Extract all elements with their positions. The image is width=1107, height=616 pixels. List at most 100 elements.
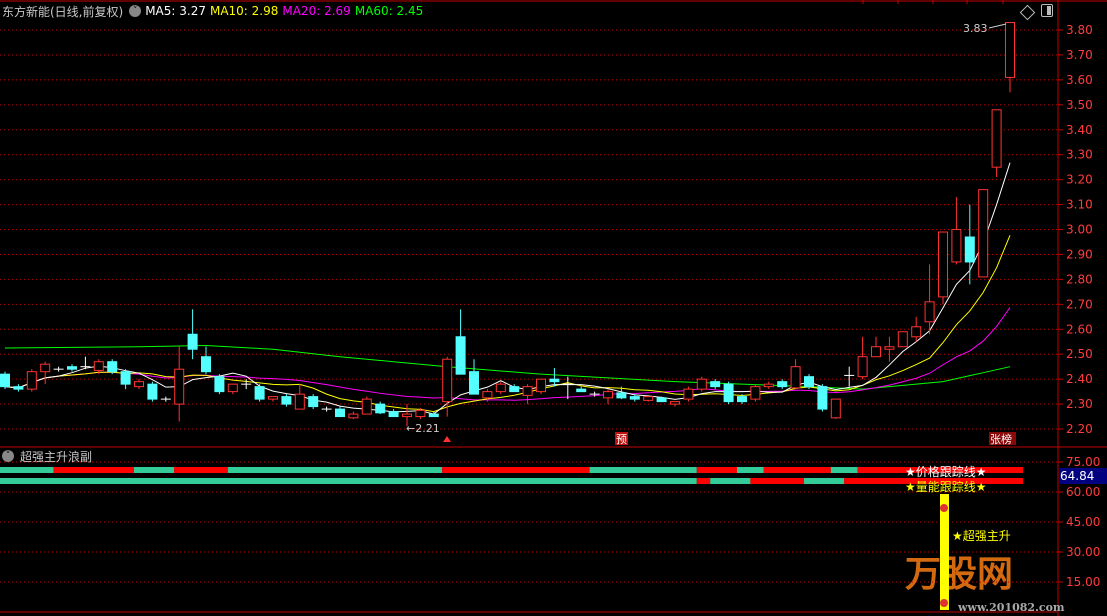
sub-panel-title: 超强主升浪副 bbox=[20, 449, 93, 464]
candle-up bbox=[897, 331, 908, 348]
candle-down bbox=[656, 397, 667, 403]
panel-toggle-icon[interactable] bbox=[1041, 4, 1053, 17]
candle-up bbox=[696, 378, 707, 390]
candle-down bbox=[201, 356, 211, 373]
sub-axis-label: 30.00 bbox=[1066, 545, 1100, 559]
candle-up bbox=[268, 396, 278, 400]
candle-down bbox=[469, 371, 479, 395]
candle-up bbox=[991, 109, 1002, 168]
price-axis-label: 3.30 bbox=[1066, 148, 1093, 162]
candle-up bbox=[415, 409, 426, 418]
price-axis-label: 2.80 bbox=[1066, 272, 1093, 286]
diamond-icon[interactable] bbox=[1019, 4, 1036, 21]
volume-track-label: ★量能跟踪线★ bbox=[905, 480, 987, 494]
current-value: 64.84 bbox=[1060, 469, 1094, 483]
price-track-segment bbox=[763, 467, 831, 473]
candle-down bbox=[308, 396, 319, 408]
candle-down bbox=[254, 386, 265, 400]
signal-dot-icon bbox=[940, 599, 948, 607]
up-arrow-icon bbox=[443, 436, 451, 442]
chevron-down-icon[interactable]: ˅ bbox=[2, 450, 14, 462]
candle-down bbox=[964, 236, 975, 263]
price-axis-label: 3.60 bbox=[1066, 73, 1093, 87]
high-price-label: 3.83 bbox=[963, 22, 988, 35]
main-rise-bar bbox=[940, 494, 949, 610]
price-axis-label: 2.30 bbox=[1066, 397, 1093, 411]
candle-down bbox=[13, 386, 24, 390]
price-axis-label: 3.70 bbox=[1066, 48, 1093, 62]
candle-down bbox=[120, 371, 131, 385]
limit-tag-box bbox=[989, 432, 1016, 445]
candle-down bbox=[616, 392, 627, 399]
candle-down bbox=[335, 408, 345, 418]
ma10-value: MA10: 2.98 bbox=[209, 4, 279, 18]
candle-up bbox=[402, 413, 412, 418]
candle-up bbox=[603, 391, 613, 399]
volume-track-segment bbox=[844, 478, 1023, 484]
price-axis-label: 2.50 bbox=[1066, 347, 1093, 361]
candle-up bbox=[536, 378, 546, 393]
candle-up bbox=[978, 189, 989, 278]
price-axis-label: 2.60 bbox=[1066, 322, 1093, 336]
price-track-segment bbox=[0, 467, 54, 473]
price-track-segment bbox=[830, 467, 858, 473]
candle-down bbox=[710, 381, 721, 388]
candle-up bbox=[643, 396, 654, 401]
candle-down bbox=[549, 378, 560, 383]
price-track-segment bbox=[174, 467, 228, 473]
current-value-box bbox=[1059, 468, 1107, 484]
candle-up bbox=[884, 346, 895, 350]
candle-up bbox=[482, 391, 493, 399]
ma5-line bbox=[4, 162, 1011, 415]
volume-track-segment bbox=[804, 478, 845, 484]
price-axis-label: 3.00 bbox=[1066, 223, 1093, 237]
low-price-label: ←2.21 bbox=[406, 422, 440, 435]
price-track-segment bbox=[134, 467, 175, 473]
candle-down bbox=[67, 366, 77, 370]
candle-down bbox=[804, 376, 814, 388]
volume-track-segment bbox=[710, 478, 751, 484]
watermark-url: www.201082.com bbox=[957, 601, 1065, 614]
price-track-segment bbox=[227, 467, 443, 473]
volume-track-segment bbox=[750, 478, 804, 484]
main-rise-label: ★超强主升 bbox=[952, 528, 1011, 543]
candle-down bbox=[723, 383, 734, 403]
candle-up bbox=[750, 386, 761, 400]
candle-up bbox=[871, 346, 881, 358]
price-axis-label: 3.40 bbox=[1066, 123, 1093, 137]
ma10-line bbox=[4, 235, 1011, 413]
sub-axis-label: 45.00 bbox=[1066, 515, 1100, 529]
candle-up bbox=[361, 398, 372, 415]
candle-up bbox=[442, 358, 453, 403]
sub-axis-label: 60.00 bbox=[1066, 485, 1100, 499]
price-axis-label: 3.10 bbox=[1066, 198, 1093, 212]
price-axis-label: 3.50 bbox=[1066, 98, 1093, 112]
volume-track-segment bbox=[0, 478, 697, 484]
ma5-value: MA5: 3.27 bbox=[145, 4, 206, 18]
price-track-segment bbox=[53, 467, 134, 473]
candle-up bbox=[26, 371, 37, 390]
pre-tag-box bbox=[615, 432, 628, 445]
stock-title: 东方新能(日线,前复权) bbox=[2, 4, 124, 19]
price-track-segment bbox=[442, 467, 590, 473]
candle-down bbox=[777, 381, 788, 388]
sub-panel-header: ˅ 超强主升浪副 bbox=[0, 448, 92, 464]
price-track-label: ★价格跟踪线★ bbox=[905, 464, 987, 479]
ma60-value: MA60: 2.45 bbox=[354, 4, 424, 18]
candle-down bbox=[817, 386, 828, 410]
candle-up bbox=[951, 229, 962, 263]
candle-down bbox=[455, 336, 466, 375]
watermark-logo: 万股网 bbox=[905, 554, 1013, 595]
ma20-value: MA20: 2.69 bbox=[282, 4, 351, 18]
pre-tag: 预 bbox=[616, 433, 627, 446]
candle-up bbox=[763, 383, 774, 388]
candle-down bbox=[428, 413, 439, 418]
candle-down bbox=[629, 396, 640, 400]
candle-up bbox=[174, 368, 185, 405]
chevron-down-icon[interactable]: ˅ bbox=[129, 5, 142, 17]
candle-up bbox=[134, 381, 144, 388]
candle-up bbox=[683, 388, 694, 400]
price-axis-label: 3.80 bbox=[1066, 23, 1093, 37]
candle-up bbox=[670, 401, 680, 405]
